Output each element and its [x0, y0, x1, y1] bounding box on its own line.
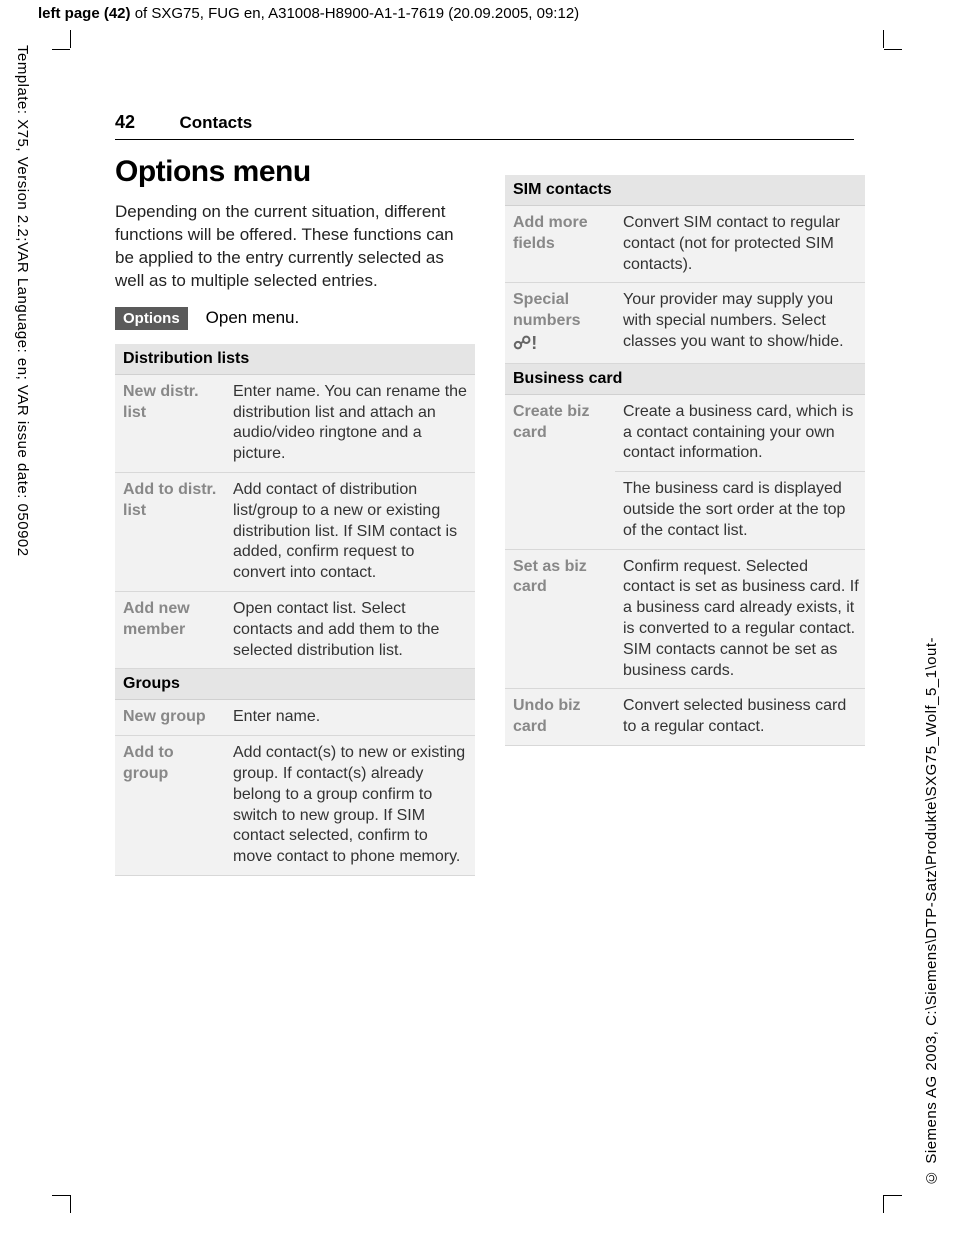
row-label: Add to group [115, 736, 225, 876]
row-label: Special numbers ☍! [505, 283, 615, 363]
options-row: Options Open menu. [115, 307, 475, 330]
right-column: SIM contacts Add more fields Convert SIM… [505, 155, 865, 876]
page-number: 42 [115, 112, 135, 132]
row-desc: Your provider may supply you with specia… [615, 283, 865, 363]
row-desc: Enter name. [225, 700, 475, 735]
table-row: New group Enter name. [115, 700, 475, 735]
row-desc: Add contact of distribution list/group t… [225, 472, 475, 591]
table-row: New distr. list Enter name. You can rena… [115, 375, 475, 473]
options-button-label: Options [115, 307, 188, 330]
row-desc: Convert selected business card to a regu… [615, 689, 865, 746]
row-label: Undo biz card [505, 689, 615, 746]
crop-mark [52, 49, 70, 50]
crop-mark [884, 49, 902, 50]
crop-mark [52, 1195, 70, 1196]
distribution-table: New distr. list Enter name. You can rena… [115, 375, 475, 670]
row-label: Add new member [115, 591, 225, 668]
page-meta-header: left page (42) of SXG75, FUG en, A31008-… [38, 5, 579, 22]
row-label: Set as biz card [505, 549, 615, 689]
content-columns: Options menu Depending on the current si… [115, 155, 865, 876]
header-rest: of SXG75, FUG en, A31008-H8900-A1-1-7619… [131, 5, 580, 22]
page-header: 42 Contacts [115, 112, 854, 140]
template-info-vertical: Template: X75, Version 2.2;VAR Language:… [14, 45, 31, 557]
row-label: Create biz card [505, 395, 615, 549]
table-row: Special numbers ☍! Your provider may sup… [505, 283, 865, 363]
row-label: Add to distr. list [115, 472, 225, 591]
row-desc: Confirm request. Selected contact is set… [615, 549, 865, 689]
row-desc: Enter name. You can rename the distribut… [225, 375, 475, 473]
table-row: Set as biz card Confirm request. Selecte… [505, 549, 865, 689]
section-bizcard-header: Business card [505, 364, 865, 395]
page-section: Contacts [179, 113, 252, 132]
table-row: Add more fields Convert SIM contact to r… [505, 206, 865, 283]
crop-mark [70, 30, 71, 48]
row-desc: Add contact(s) to new or existing group.… [225, 736, 475, 876]
section-distribution-header: Distribution lists [115, 344, 475, 375]
options-desc: Open menu. [206, 308, 300, 328]
table-row: Create biz card Create a business card, … [505, 395, 865, 472]
section-sim-header: SIM contacts [505, 175, 865, 206]
copyright-vertical: © Siemens AG 2003, C:\Siemens\DTP-Satz\P… [923, 637, 940, 1186]
header-bold: left page (42) [38, 5, 131, 22]
provider-icon: ☍! [513, 333, 537, 353]
section-groups-header: Groups [115, 669, 475, 700]
groups-table: New group Enter name. Add to group Add c… [115, 700, 475, 876]
main-heading: Options menu [115, 155, 475, 189]
left-column: Options menu Depending on the current si… [115, 155, 475, 876]
crop-mark [883, 1195, 884, 1213]
row-desc: Create a business card, which is a conta… [615, 395, 865, 472]
table-row: Add to group Add contact(s) to new or ex… [115, 736, 475, 876]
row-label-text: Special numbers [513, 291, 581, 329]
table-row: Add new member Open contact list. Select… [115, 591, 475, 668]
intro-text: Depending on the current situation, diff… [115, 201, 475, 293]
row-label: New group [115, 700, 225, 735]
bizcard-table: Create biz card Create a business card, … [505, 395, 865, 746]
row-desc: The business card is displayed outside t… [615, 472, 865, 549]
row-desc: Convert SIM contact to regular contact (… [615, 206, 865, 283]
table-row: Undo biz card Convert selected business … [505, 689, 865, 746]
crop-mark [884, 1195, 902, 1196]
row-label: New distr. list [115, 375, 225, 473]
sim-table: Add more fields Convert SIM contact to r… [505, 206, 865, 364]
crop-mark [70, 1195, 71, 1213]
row-label: Add more fields [505, 206, 615, 283]
crop-mark [883, 30, 884, 48]
row-desc: Open contact list. Select contacts and a… [225, 591, 475, 668]
table-row: Add to distr. list Add contact of distri… [115, 472, 475, 591]
